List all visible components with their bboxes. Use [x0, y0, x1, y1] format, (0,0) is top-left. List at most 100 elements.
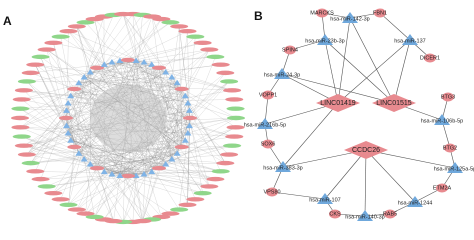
edge [76, 26, 91, 73]
edge [365, 149, 456, 169]
node [108, 58, 116, 65]
node [67, 207, 86, 212]
node [173, 150, 181, 156]
node [51, 34, 70, 39]
node [86, 68, 94, 75]
node [206, 54, 225, 60]
node [132, 57, 140, 63]
node [59, 115, 73, 121]
edge [60, 36, 191, 119]
node [86, 161, 94, 167]
edge [30, 158, 85, 164]
edge [123, 175, 137, 222]
edge [103, 95, 186, 220]
gene-node [442, 92, 454, 102]
edge [68, 175, 137, 205]
node [181, 137, 189, 143]
edge [189, 117, 203, 194]
edge [26, 140, 71, 155]
node [63, 122, 71, 129]
edge [289, 39, 326, 51]
edge [84, 158, 95, 217]
gene-node [262, 90, 274, 100]
mirna-node [447, 162, 463, 173]
node [211, 62, 230, 67]
lncrna-label: CCDC26 [352, 147, 380, 154]
node [185, 107, 193, 113]
network-a [11, 11, 245, 225]
panel-label: B [254, 9, 263, 23]
node [90, 166, 104, 171]
edge [271, 191, 326, 200]
edge [281, 73, 395, 104]
panel-label: A [3, 14, 12, 28]
node [193, 40, 212, 46]
edge [123, 14, 166, 73]
node [80, 156, 88, 162]
gene-node [424, 53, 436, 63]
edge [90, 42, 203, 73]
edge [21, 136, 79, 154]
mirna-label: hsa-miR-23b-3p [305, 38, 344, 44]
edge [20, 108, 75, 148]
mirna-label: hsa-miR-24-3p [264, 72, 300, 78]
node [225, 97, 244, 102]
edge [119, 110, 190, 176]
mirna-label: hsa-miR-137 [394, 38, 425, 44]
edge [111, 173, 171, 214]
figure: hsa-miR-142-3p hsa-miR-23b-3p hsa-miR-137 h… [3, 8, 474, 225]
edge [20, 102, 69, 128]
edge [66, 60, 121, 126]
node [152, 166, 166, 171]
gene-node [374, 8, 386, 18]
node [76, 211, 95, 216]
edge [103, 110, 190, 220]
node [100, 168, 108, 175]
edge [104, 146, 182, 172]
mirna-node [342, 12, 358, 23]
network-b: hsa-miR-142-3p hsa-miR-23b-3p hsa-miR-137 h… [244, 8, 474, 221]
edge [127, 158, 172, 177]
edge [67, 61, 113, 134]
gene-label: CKS [329, 211, 341, 217]
edge [19, 117, 71, 141]
node [67, 86, 82, 92]
node [12, 97, 31, 102]
node [17, 79, 36, 84]
edge [171, 76, 186, 96]
gene-label: SPIN4 [282, 47, 298, 53]
node [227, 115, 245, 121]
node [216, 70, 235, 76]
edge [324, 39, 395, 104]
edge [76, 26, 105, 65]
node [168, 156, 176, 162]
edge [94, 88, 182, 217]
node [90, 65, 104, 70]
edge [30, 72, 75, 90]
node [178, 202, 197, 207]
edge [179, 26, 190, 111]
lncrna-node [316, 94, 360, 112]
node [59, 202, 78, 207]
node [168, 73, 176, 80]
edge [26, 81, 145, 175]
edge [70, 140, 160, 169]
mirna-node [434, 114, 450, 125]
mirna-node [357, 210, 373, 221]
edge [84, 16, 105, 78]
lncrna-label: LINC01515 [376, 100, 412, 107]
mirna-label: hsa-miR-142-3p [330, 16, 369, 22]
gene-label: VPS80 [263, 189, 280, 195]
node [121, 57, 135, 63]
gene-node [329, 209, 341, 219]
node [170, 207, 189, 212]
node [152, 65, 166, 70]
edge [119, 132, 188, 176]
node [223, 88, 242, 93]
edge [187, 102, 237, 119]
edge [119, 22, 171, 61]
gene-node [284, 45, 296, 55]
node [44, 40, 63, 46]
edge [127, 31, 188, 61]
edge [67, 102, 75, 148]
